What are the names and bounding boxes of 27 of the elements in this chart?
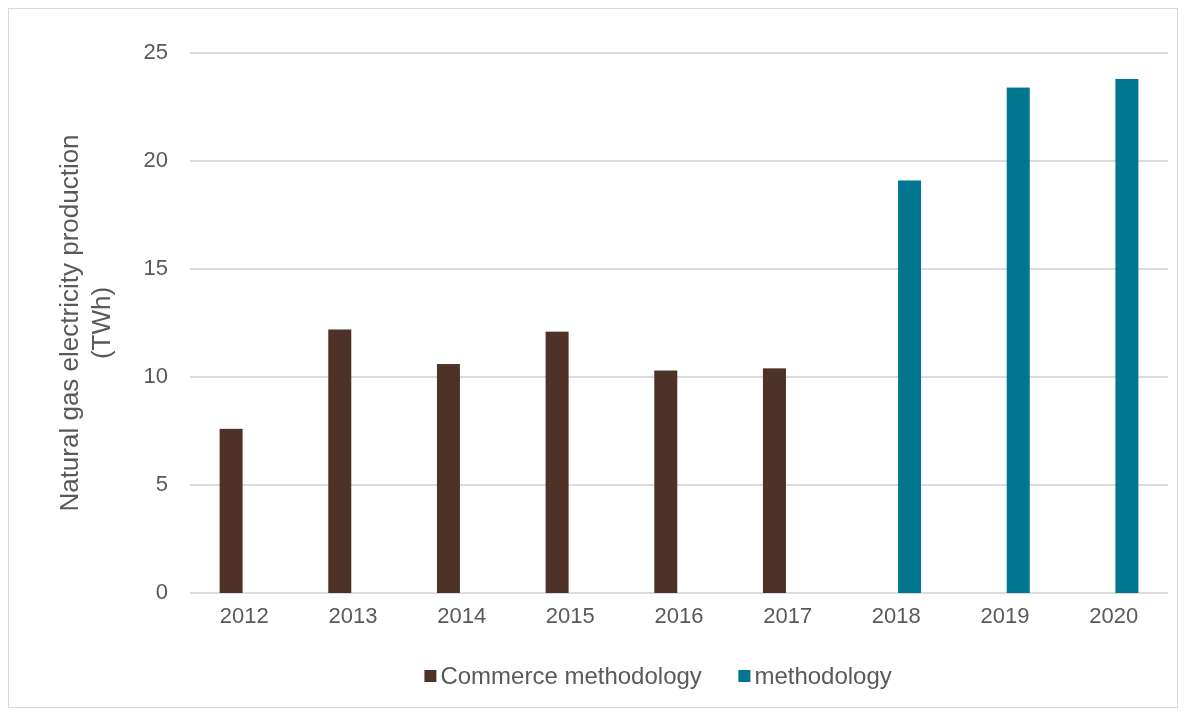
x-tick-label: 2014 [437,603,487,628]
x-tick-label: 2020 [1089,603,1139,628]
bar [898,180,922,593]
bar [436,364,460,593]
bar [762,368,786,593]
x-tick-label: 2012 [219,603,269,628]
y-tick-label: 20 [143,146,168,172]
x-tick-label: 2019 [980,603,1030,628]
x-tick-label: 2016 [654,603,704,628]
bar [219,428,243,593]
bar [545,331,569,593]
x-tick-label: 2017 [763,603,813,628]
y-tick-label: 0 [155,578,168,604]
bar [1006,87,1030,593]
x-tick-label: 2015 [545,603,595,628]
bar [328,329,352,593]
y-tick-label: 5 [155,470,168,496]
bar [654,370,678,593]
y-axis-title: Natural gas electricity production (TWh) [54,134,116,512]
x-tick-label: 2013 [328,603,378,628]
legend-label: methodology [754,662,892,689]
legend-label: Commerce methodology [440,662,702,689]
y-tick-label: 25 [143,38,168,64]
y-tick-label: 15 [143,254,168,280]
x-tick-label: 2018 [871,603,921,628]
bar [1115,78,1139,593]
y-tick-label: 10 [143,362,168,388]
